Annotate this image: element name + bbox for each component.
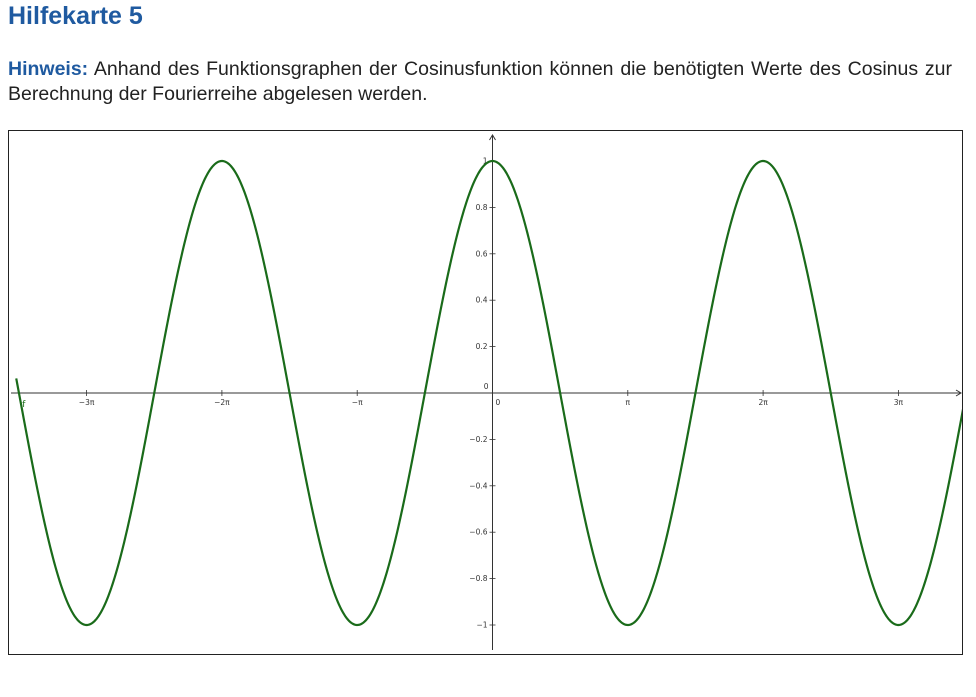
y-tick-label: −0.4: [469, 481, 487, 490]
x-axis-arrow: [955, 389, 962, 397]
curve-label-f: f: [22, 400, 26, 410]
x-tick-label: 3π: [894, 398, 904, 407]
x-tick-label: 0: [496, 398, 501, 407]
cosine-curve: [15, 159, 962, 627]
y-tick-label: 0.4: [476, 296, 488, 305]
y-tick-label: −0.6: [469, 528, 487, 537]
chart-frame: −3π −2π −π 0 π 2π 3π 1 0.8 0.6 0.4 0.2 0 −0.2 −0.4 −0.6…: [8, 130, 963, 655]
x-tick-label: −3π: [79, 398, 95, 407]
axes: [11, 134, 962, 650]
y-tick-label: 0.8: [476, 203, 488, 212]
hint-text: Anhand des Funktionsgraphen der Cosinusf…: [8, 58, 952, 105]
y-tick-label: −1: [476, 621, 487, 630]
y-tick-label: −0.2: [469, 435, 487, 444]
hint-paragraph: Hinweis: Anhand des Funktionsgraphen der…: [8, 57, 952, 107]
hint-label: Hinweis:: [8, 58, 89, 80]
page-title: Hilfekarte 5: [8, 2, 143, 30]
y-tick-label: 0: [484, 382, 489, 391]
x-tick-label: π: [626, 398, 631, 407]
y-tick-label: 1: [483, 157, 488, 166]
cosine-chart: −3π −2π −π 0 π 2π 3π 1 0.8 0.6 0.4 0.2 0 −0.2 −0.4 −0.6…: [11, 134, 962, 650]
y-tick-label: −0.8: [469, 574, 487, 583]
x-tick-label: −π: [352, 398, 363, 407]
x-tick-label: 2π: [758, 398, 768, 407]
y-tick-label: 0.6: [476, 249, 488, 258]
y-tick-label: 0.2: [476, 342, 488, 351]
y-axis-arrow: [489, 134, 496, 141]
x-tick-label: −2π: [214, 398, 230, 407]
